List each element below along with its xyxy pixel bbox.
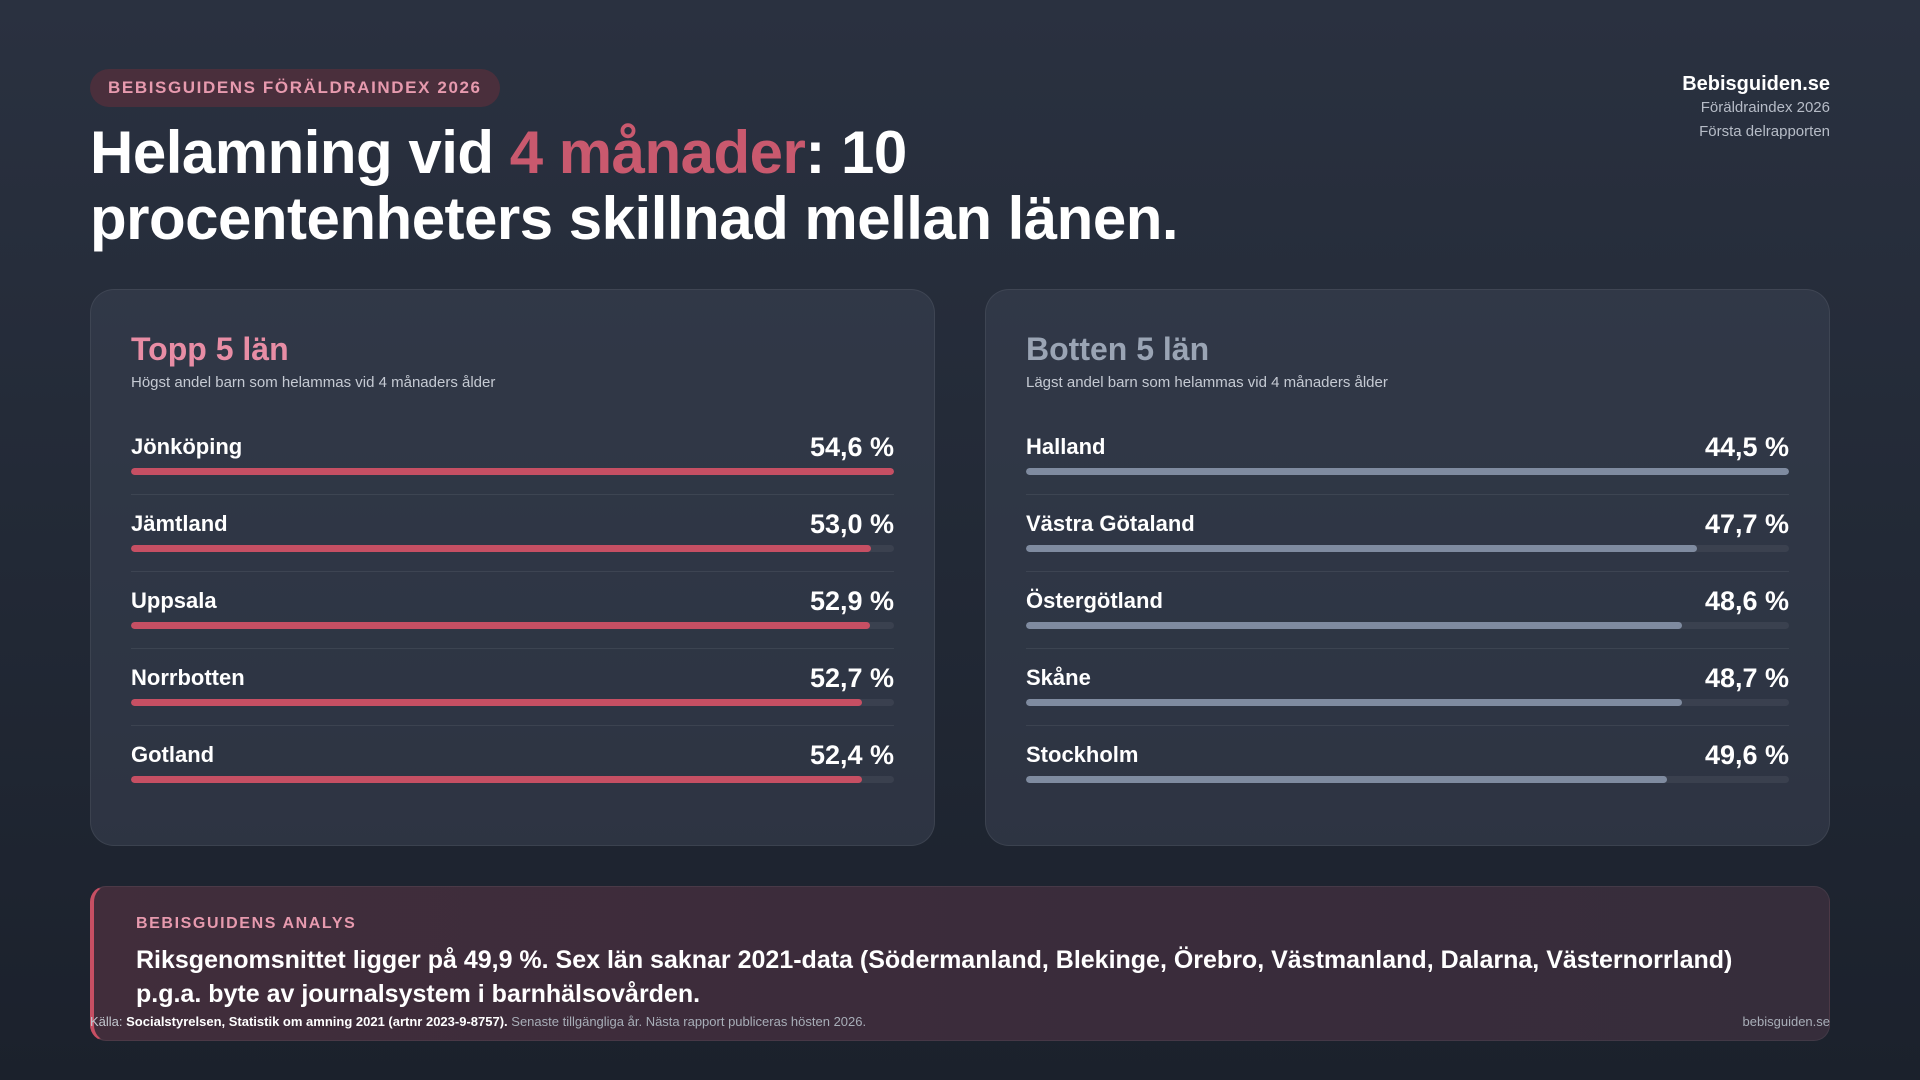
progress-track: [1026, 622, 1789, 629]
county-value: 52,7 %: [809, 663, 894, 693]
ranking-row: Jämtland 53,0 %: [131, 495, 894, 572]
analysis-label: BEBISGUIDENS ANALYS: [136, 915, 357, 932]
progress-track: [1026, 699, 1789, 706]
progress-bar-fill: [131, 622, 871, 629]
headline-prefix: Helamning vid: [90, 119, 510, 186]
county-name: Jönköping: [131, 434, 243, 459]
brand-report-name: Första delrapporten: [1699, 123, 1830, 140]
ranking-row: Uppsala 52,9 %: [131, 572, 894, 649]
progress-bar-fill: [1026, 468, 1789, 475]
source-name: Socialstyrelsen, Statistik om amning 202…: [126, 1014, 508, 1029]
ranking-row: Stockholm 49,6 %: [1026, 726, 1789, 803]
progress-track: [131, 622, 894, 629]
county-value: 49,6 %: [1704, 740, 1789, 770]
county-value: 47,7 %: [1704, 509, 1789, 539]
county-name: Jämtland: [131, 511, 228, 536]
county-value: 53,0 %: [809, 509, 894, 539]
progress-track: [1026, 776, 1789, 783]
county-value: 48,6 %: [1704, 586, 1789, 616]
county-name: Halland: [1026, 434, 1106, 459]
county-name: Stockholm: [1026, 742, 1139, 767]
analysis-box: BEBISGUIDENS ANALYS Riksgenomsnittet lig…: [90, 886, 1830, 1041]
page-headline: Helamning vid 4 månader: 10 procentenhet…: [90, 120, 1290, 252]
ranking-row: Halland 44,5 %: [1026, 418, 1789, 495]
footer-url: bebisguiden.se: [1742, 1014, 1830, 1029]
top5-title: Topp 5 län: [131, 331, 289, 367]
progress-bar-fill: [1026, 545, 1698, 552]
progress-bar-fill: [131, 468, 894, 475]
brand-block: Bebisguiden.se Föräldraindex 2026 Första…: [1682, 72, 1830, 144]
bottom5-subtitle: Lägst andel barn som helammas vid 4 måna…: [1026, 374, 1388, 391]
source-prefix: Källa:: [90, 1014, 127, 1029]
report-eyebrow-badge: BEBISGUIDENS FÖRÄLDRAINDEX 2026: [90, 69, 500, 107]
progress-bar-fill: [1026, 699, 1683, 706]
bottom5-title: Botten 5 län: [1026, 331, 1210, 367]
county-value: 52,4 %: [809, 740, 894, 770]
bottom5-list: Halland 44,5 % Västra Götaland 47,7 % Österg…: [1026, 418, 1789, 803]
ranking-row: Skåne 48,7 %: [1026, 649, 1789, 726]
county-value: 54,6 %: [809, 432, 894, 462]
bottom5-card: Botten 5 län Lägst andel barn som helamm…: [985, 289, 1830, 846]
progress-bar-fill: [131, 776, 862, 783]
ranking-row: Gotland 52,4 %: [131, 726, 894, 803]
county-value: 44,5 %: [1704, 432, 1789, 462]
county-value: 52,9 %: [809, 586, 894, 616]
progress-track: [1026, 545, 1789, 552]
source-citation: Källa: Socialstyrelsen, Statistik om amn…: [90, 1014, 866, 1029]
ranking-row: Västra Götaland 47,7 %: [1026, 495, 1789, 572]
top5-list: Jönköping 54,6 % Jämtland 53,0 % Uppsala 52,9…: [131, 418, 894, 803]
county-name: Uppsala: [131, 588, 217, 613]
ranking-row: Jönköping 54,6 %: [131, 418, 894, 495]
progress-bar-fill: [1026, 776, 1667, 783]
ranking-row: Norrbotten 52,7 %: [131, 649, 894, 726]
progress-track: [131, 545, 894, 552]
progress-track: [1026, 468, 1789, 475]
progress-bar-fill: [1026, 622, 1683, 629]
county-name: Östergötland: [1026, 588, 1163, 613]
headline-accent: 4 månader: [509, 119, 806, 186]
brand-subtitle: Föräldraindex 2026: [1700, 99, 1830, 116]
source-note: Senaste tillgängliga år. Nästa rapport p…: [507, 1014, 867, 1029]
progress-bar-fill: [131, 545, 872, 552]
progress-bar-fill: [131, 699, 862, 706]
progress-track: [131, 699, 894, 706]
county-value: 48,7 %: [1704, 663, 1789, 693]
top5-subtitle: Högst andel barn som helammas vid 4 måna…: [131, 374, 496, 391]
headline-suffix: : 10 procentenheters skillnad mellan län…: [90, 119, 1179, 252]
county-name: Skåne: [1026, 665, 1091, 690]
analysis-text: Riksgenomsnittet ligger på 49,9 %. Sex l…: [136, 946, 1733, 1008]
brand-name: Bebisguiden.se: [1682, 73, 1830, 95]
county-name: Gotland: [131, 742, 215, 767]
county-name: Norrbotten: [131, 665, 245, 690]
progress-track: [131, 776, 894, 783]
top5-card: Topp 5 län Högst andel barn som helammas…: [90, 289, 935, 846]
ranking-row: Östergötland 48,6 %: [1026, 572, 1789, 649]
county-name: Västra Götaland: [1026, 511, 1195, 536]
progress-track: [131, 468, 894, 475]
